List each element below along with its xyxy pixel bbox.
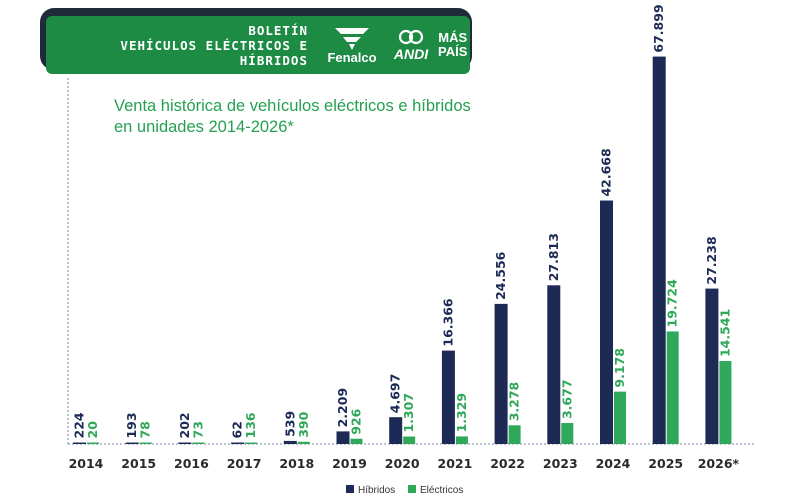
- label-hibridos-2019: 2.209: [335, 388, 350, 428]
- label-hibridos-2018: 539: [282, 411, 297, 437]
- label-electricos-2016: 73: [190, 421, 205, 438]
- label-hibridos-2017: 62: [230, 421, 245, 438]
- bar-electricos-2023: [561, 423, 574, 444]
- label-electricos-2014: 20: [85, 421, 100, 439]
- label-hibridos-2015: 193: [124, 412, 139, 438]
- label-hibridos-2021: 16.366: [440, 298, 455, 347]
- chart-title-line-1: Venta histórica de vehículos eléctricos …: [114, 97, 471, 115]
- tick-label-2026*: 2026*: [698, 456, 740, 471]
- bar-electricos-2014: [87, 442, 99, 444]
- tick-label-2020: 2020: [385, 456, 420, 471]
- bar-hibridos-2026*: [705, 288, 719, 444]
- bar-hibridos-2019: [336, 431, 350, 444]
- tick-label-2024: 2024: [596, 456, 631, 471]
- label-electricos-2022: 3.278: [507, 382, 522, 422]
- andi-logo: ANDI: [388, 28, 434, 62]
- tick-label-2018: 2018: [279, 456, 314, 471]
- chart-title: Venta histórica de vehículos eléctricos …: [114, 96, 554, 138]
- tick-label-2025: 2025: [648, 456, 683, 471]
- maspais-line-1: MÁS: [438, 30, 468, 45]
- tick-label-2021: 2021: [438, 456, 473, 471]
- bar-electricos-2020: [403, 436, 416, 444]
- tick-label-2014: 2014: [69, 456, 104, 471]
- tick-label-2019: 2019: [332, 456, 367, 471]
- bar-electricos-2022: [508, 425, 521, 444]
- bulletin-title-line-3: HÍBRIDOS: [239, 52, 308, 68]
- andi-wordmark: ANDI: [393, 46, 429, 62]
- tick-label-2023: 2023: [543, 456, 578, 471]
- tick-label-2015: 2015: [121, 456, 156, 471]
- bar-hibridos-2016: [178, 442, 192, 444]
- label-electricos-2020: 1.307: [401, 393, 416, 433]
- bar-electricos-2019: [350, 438, 363, 444]
- bar-electricos-2016: [192, 442, 205, 444]
- label-electricos-2018: 390: [296, 411, 311, 437]
- label-hibridos-2026*: 27.238: [704, 236, 719, 284]
- legend-swatch-hibridos: [346, 485, 354, 493]
- label-electricos-2015: 78: [138, 421, 153, 438]
- chart-title-line-2: en unidades 2014-2026*: [114, 118, 294, 136]
- bulletin-title-line-1: BOLETÍN: [248, 22, 308, 38]
- fenalco-logo: Fenalco: [322, 25, 382, 65]
- bar-electricos-2017: [245, 442, 258, 444]
- legend-label-electricos: Eléctricos: [420, 485, 463, 496]
- bar-hibridos-2014: [73, 442, 86, 444]
- maspais-line-2: PAÍS: [438, 44, 468, 59]
- bar-hibridos-2017: [231, 442, 245, 444]
- tick-label-2017: 2017: [227, 456, 262, 471]
- label-hibridos-2016: 202: [177, 412, 192, 438]
- bar-electricos-2015: [139, 442, 152, 444]
- legend-swatch-electricos: [408, 485, 416, 493]
- label-electricos-2024: 9.178: [612, 348, 627, 388]
- bar-hibridos-2024: [600, 200, 613, 444]
- tick-label-2022: 2022: [490, 456, 525, 471]
- label-hibridos-2022: 24.556: [493, 251, 508, 300]
- bar-electricos-2026*: [719, 361, 732, 444]
- legend-label-hibridos: Híbridos: [358, 485, 395, 496]
- fenalco-mark-icon: [335, 28, 369, 50]
- maspais-logo: MÁS PAÍS: [438, 31, 467, 59]
- label-hibridos-2014: 224: [72, 412, 87, 438]
- label-hibridos-2025: 67.899: [651, 4, 666, 52]
- bulletin-title: BOLETÍN VEHÍCULOS ELÉCTRICOS E HÍBRIDOS: [46, 23, 308, 68]
- header-banner: BOLETÍN VEHÍCULOS ELÉCTRICOS E HÍBRIDOS …: [46, 16, 470, 74]
- andi-mark-icon: [398, 29, 424, 45]
- bar-hibridos-2025: [652, 56, 666, 444]
- bar-hibridos-2020: [389, 417, 403, 444]
- label-electricos-2023: 3.677: [559, 379, 574, 419]
- label-hibridos-2023: 27.813: [546, 233, 561, 281]
- bar-hibridos-2021: [441, 350, 455, 444]
- bar-electricos-2021: [455, 436, 468, 444]
- label-hibridos-2020: 4.697: [388, 374, 403, 414]
- bar-hibridos-2018: [283, 440, 297, 444]
- label-electricos-2026*: 14.541: [717, 309, 732, 357]
- label-electricos-2021: 1.329: [454, 393, 469, 433]
- bar-electricos-2025: [666, 331, 679, 444]
- bar-electricos-2018: [297, 441, 310, 444]
- label-hibridos-2024: 42.668: [599, 148, 614, 196]
- bar-hibridos-2015: [125, 442, 139, 444]
- label-electricos-2025: 19.724: [665, 279, 680, 328]
- bar-hibridos-2023: [547, 285, 561, 444]
- label-electricos-2019: 926: [349, 408, 364, 434]
- bar-electricos-2024: [614, 391, 626, 444]
- bar-hibridos-2022: [494, 303, 508, 444]
- fenalco-wordmark: Fenalco: [327, 50, 377, 65]
- bulletin-title-line-2: VEHÍCULOS ELÉCTRICOS E: [120, 37, 308, 53]
- label-electricos-2017: 136: [243, 412, 258, 438]
- tick-label-2016: 2016: [174, 456, 209, 471]
